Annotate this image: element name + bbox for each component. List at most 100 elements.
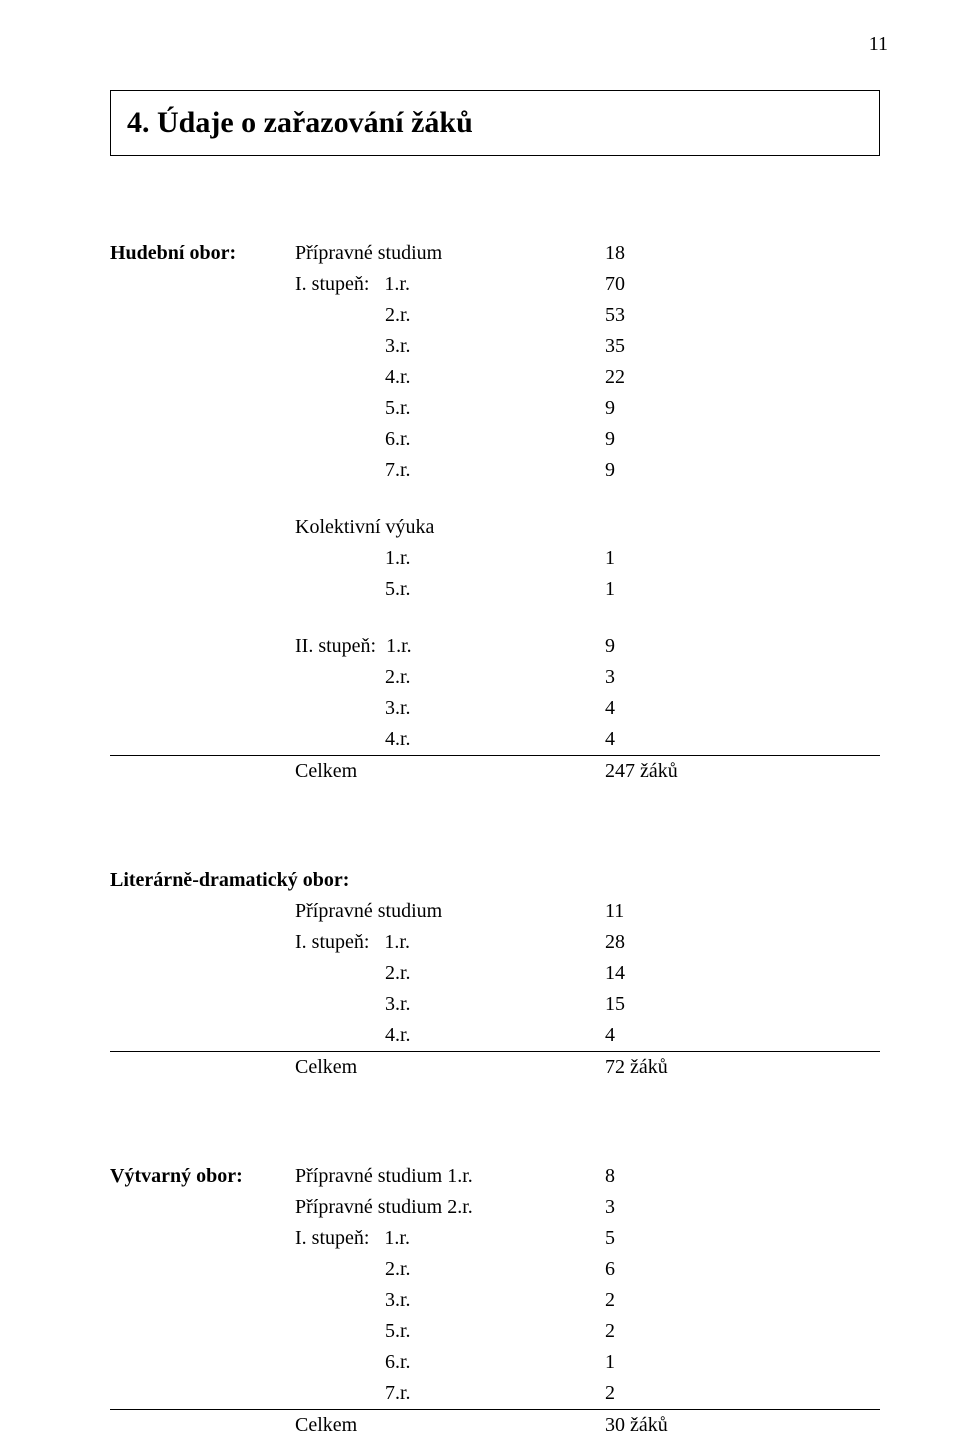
row-left: Kolektivní výuka xyxy=(295,512,605,543)
row-right: 2 xyxy=(605,1285,880,1316)
total-right: 30 žáků xyxy=(605,1410,880,1441)
row-left: Přípravné studium xyxy=(295,238,605,269)
row-left: 4.r. xyxy=(295,724,605,755)
row-right: 35 xyxy=(605,331,880,362)
table-row: Celkem 247 žáků xyxy=(110,756,880,787)
row-right: 22 xyxy=(605,362,880,393)
table-row: 4.r.4 xyxy=(110,724,880,755)
table-row: 5.r.2 xyxy=(110,1316,880,1347)
table-row: 4.r.22 xyxy=(110,362,880,393)
row-right: 28 xyxy=(605,927,880,958)
section-title: 4. Údaje o zařazování žáků xyxy=(127,101,863,145)
row-left: 3.r. xyxy=(295,989,605,1020)
row-right: 9 xyxy=(605,393,880,424)
table-row: 1.r.1 xyxy=(110,543,880,574)
table-row: 6.r.1 xyxy=(110,1347,880,1378)
row-left: Přípravné studium 2.r. xyxy=(295,1192,605,1223)
total-right: 72 žáků xyxy=(605,1052,880,1083)
row-right: 9 xyxy=(605,455,880,486)
row-right: 14 xyxy=(605,958,880,989)
row-right: 1 xyxy=(605,543,880,574)
row-right: 2 xyxy=(605,1316,880,1347)
table-row: 2.r.6 xyxy=(110,1254,880,1285)
row-right: 4 xyxy=(605,724,880,755)
row-left: 4.r. xyxy=(295,1020,605,1051)
row-left: Přípravné studium xyxy=(295,896,605,927)
section-hudebni: Hudební obor: Přípravné studium 18 I. st… xyxy=(110,238,880,787)
section-label: Výtvarný obor: xyxy=(110,1161,295,1192)
table-row: 7.r.9 xyxy=(110,455,880,486)
row-right: 53 xyxy=(605,300,880,331)
row-right: 11 xyxy=(605,896,880,927)
section-title-box: 4. Údaje o zařazování žáků xyxy=(110,90,880,156)
row-left: 6.r. xyxy=(295,424,605,455)
row-right: 4 xyxy=(605,693,880,724)
total-left: Celkem xyxy=(295,756,605,787)
table-row: 5.r.1 xyxy=(110,574,880,605)
row-right: 6 xyxy=(605,1254,880,1285)
table-row: I. stupeň: 1.r.5 xyxy=(110,1223,880,1254)
section-vytvarny: Výtvarný obor: Přípravné studium 1.r. 8 … xyxy=(110,1161,880,1441)
row-right: 3 xyxy=(605,662,880,693)
row-right: 5 xyxy=(605,1223,880,1254)
table-row: Přípravné studium 2.r.3 xyxy=(110,1192,880,1223)
row-left: 2.r. xyxy=(295,958,605,989)
table-row: 3.r.15 xyxy=(110,989,880,1020)
table-row: 2.r.3 xyxy=(110,662,880,693)
table-row: 7.r.2 xyxy=(110,1378,880,1409)
row-left: I. stupeň: 1.r. xyxy=(295,927,605,958)
row-left: 3.r. xyxy=(295,693,605,724)
section-label: Hudební obor: xyxy=(110,238,295,269)
table-row: Celkem 30 žáků xyxy=(110,1410,880,1441)
row-right: 1 xyxy=(605,574,880,605)
row-left: II. stupeň: 1.r. xyxy=(295,631,605,662)
row-left: I. stupeň: 1.r. xyxy=(295,269,605,300)
total-right: 247 žáků xyxy=(605,756,880,787)
row-left: 5.r. xyxy=(295,1316,605,1347)
section-literarne: Literárně-dramatický obor: Přípravné stu… xyxy=(110,865,880,1083)
table-row: Přípravné studium11 xyxy=(110,896,880,927)
table-row: Celkem 72 žáků xyxy=(110,1052,880,1083)
total-left: Celkem xyxy=(295,1410,605,1441)
table-row: 3.r.2 xyxy=(110,1285,880,1316)
table-row: 3.r.4 xyxy=(110,693,880,724)
table-row: II. stupeň: 1.r.9 xyxy=(110,631,880,662)
row-left: 7.r. xyxy=(295,455,605,486)
row-right: 2 xyxy=(605,1378,880,1409)
section-label: Literárně-dramatický obor: xyxy=(110,865,880,896)
row-left: 2.r. xyxy=(295,662,605,693)
row-left: 3.r. xyxy=(295,1285,605,1316)
row-right: 15 xyxy=(605,989,880,1020)
table-row: I. stupeň: 1.r.28 xyxy=(110,927,880,958)
table-row: 2.r.53 xyxy=(110,300,880,331)
table-row: Literárně-dramatický obor: xyxy=(110,865,880,896)
row-right: 9 xyxy=(605,424,880,455)
row-left: 2.r. xyxy=(295,1254,605,1285)
table-row: Výtvarný obor: Přípravné studium 1.r. 8 xyxy=(110,1161,880,1192)
table-row: 2.r.14 xyxy=(110,958,880,989)
total-left: Celkem xyxy=(295,1052,605,1083)
row-left: I. stupeň: 1.r. xyxy=(295,1223,605,1254)
row-left: 2.r. xyxy=(295,300,605,331)
table-row: Hudební obor: Přípravné studium 18 xyxy=(110,238,880,269)
row-left: 5.r. xyxy=(295,393,605,424)
row-left: 4.r. xyxy=(295,362,605,393)
table-row: 4.r.4 xyxy=(110,1020,880,1051)
row-left: Přípravné studium 1.r. xyxy=(295,1161,605,1192)
table-row: 6.r.9 xyxy=(110,424,880,455)
row-right: 8 xyxy=(605,1161,880,1192)
table-row: Kolektivní výuka xyxy=(110,512,880,543)
row-left: 1.r. xyxy=(295,543,605,574)
row-right: 4 xyxy=(605,1020,880,1051)
row-left: 6.r. xyxy=(295,1347,605,1378)
row-right: 1 xyxy=(605,1347,880,1378)
row-right: 3 xyxy=(605,1192,880,1223)
row-right: 18 xyxy=(605,238,880,269)
row-left: 3.r. xyxy=(295,331,605,362)
row-right: 9 xyxy=(605,631,880,662)
row-right: 70 xyxy=(605,269,880,300)
table-row: I. stupeň: 1.r.70 xyxy=(110,269,880,300)
page-number: 11 xyxy=(869,30,888,59)
table-row: 5.r.9 xyxy=(110,393,880,424)
row-left: 5.r. xyxy=(295,574,605,605)
